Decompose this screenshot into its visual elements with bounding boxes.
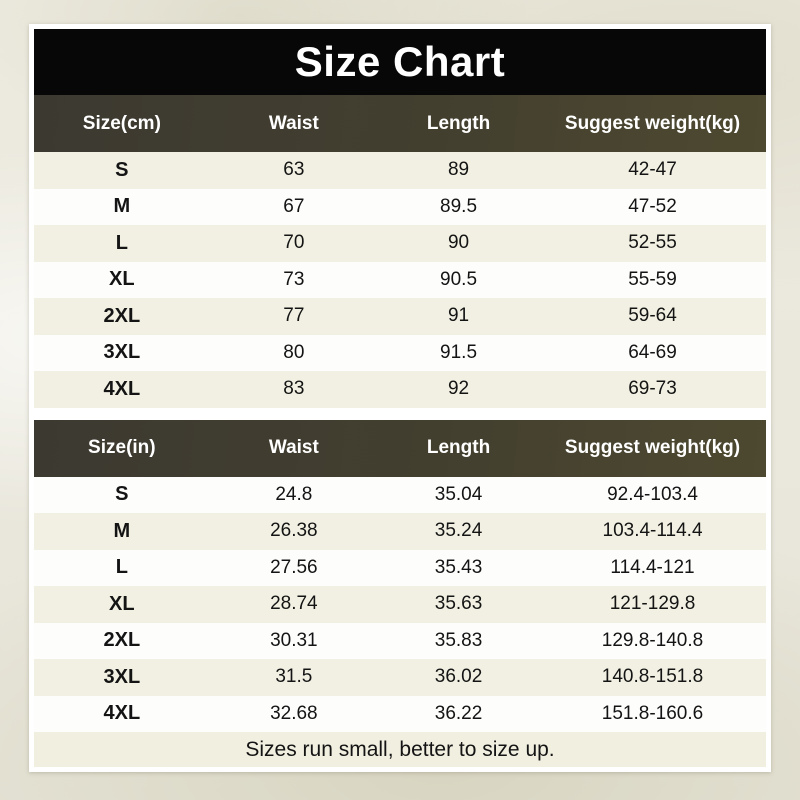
size-cell: 2XL [103, 304, 141, 327]
size-table-cm: Size(cm) Waist Length Suggest weight(kg) S 63… [34, 95, 766, 408]
header-cell: Waist [268, 437, 319, 458]
table-row: XL 73 90.5 55-59 [34, 261, 766, 298]
value-cell: 32.68 [270, 702, 318, 724]
table-row: XL 28.74 35.63 121-129.8 [34, 586, 766, 623]
size-cell: 2XL [103, 629, 141, 652]
value-cell: 91 [447, 305, 470, 327]
value-cell: 90.5 [440, 268, 478, 290]
size-cell: 3XL [103, 341, 141, 364]
value-cell: 36.22 [434, 702, 483, 724]
value-cell: 55-59 [628, 268, 677, 290]
table-row: S 63 89 42-47 [34, 152, 766, 189]
value-cell: 92.4-103.4 [607, 483, 698, 505]
size-cell: XL [109, 592, 135, 615]
header-cell: Suggest weight(kg) [564, 437, 741, 458]
value-cell: 151.8-160.6 [601, 702, 704, 724]
table-row: M 67 89.5 47-52 [34, 188, 766, 225]
table-row: 2XL 30.31 35.83 129.8-140.8 [34, 622, 766, 659]
table-row: L 27.56 35.43 114.4-121 [34, 549, 766, 586]
page-title: Size Chart [294, 38, 506, 85]
header-cell: Size(in) [88, 437, 156, 458]
size-cell: 4XL [103, 377, 141, 400]
value-cell: 77 [283, 305, 305, 327]
value-cell: 35.04 [434, 483, 483, 505]
table-row: L 70 90 52-55 [34, 225, 766, 262]
value-cell: 67 [283, 195, 305, 217]
value-cell: 91.5 [440, 341, 478, 363]
header-cell: Suggest weight(kg) [564, 112, 741, 134]
value-cell: 92 [447, 378, 470, 400]
header-cell: Length [426, 437, 491, 458]
value-cell: 35.43 [434, 556, 483, 578]
value-cell: 129.8-140.8 [601, 629, 704, 651]
value-cell: 28.74 [270, 593, 318, 615]
table-row: 4XL 32.68 36.22 151.8-160.6 [34, 695, 766, 732]
table-row: 3XL 31.5 36.02 140.8-151.8 [34, 659, 766, 696]
size-cell: M [113, 195, 131, 218]
value-cell: 70 [283, 232, 305, 254]
value-cell: 47-52 [628, 195, 677, 217]
table-row: 2XL 77 91 59-64 [34, 298, 766, 335]
value-cell: 27.56 [270, 556, 318, 578]
header-cell: Length [426, 112, 491, 134]
value-cell: 80 [283, 341, 305, 363]
value-cell: 69-73 [628, 378, 677, 400]
value-cell: 73 [283, 268, 305, 290]
title-bar: Size Chart [34, 29, 766, 95]
value-cell: 59-64 [628, 305, 677, 327]
value-cell: 30.31 [270, 629, 318, 651]
value-cell: 26.38 [270, 520, 318, 542]
table-header-row: Size(cm) Waist Length Suggest weight(kg) [34, 95, 766, 152]
table-row: 3XL 80 91.5 64-69 [34, 334, 766, 371]
size-cell: 3XL [103, 665, 141, 688]
value-cell: 52-55 [628, 232, 677, 254]
value-cell: 42-47 [628, 159, 677, 181]
table-gap [34, 407, 766, 420]
table-row: 4XL 83 92 69-73 [34, 371, 766, 408]
value-cell: 83 [283, 378, 305, 400]
value-cell: 64-69 [628, 341, 677, 363]
value-cell: 35.63 [434, 593, 483, 615]
value-cell: 24.8 [275, 483, 313, 505]
size-cell: XL [109, 268, 135, 291]
value-cell: 63 [283, 159, 305, 181]
value-cell: 121-129.8 [609, 593, 696, 615]
size-cell: S [115, 483, 129, 506]
value-cell: 35.83 [434, 629, 483, 651]
size-chart-card: Size Chart Size(cm) Waist Length Suggest we… [29, 24, 771, 772]
table-row: M 26.38 35.24 103.4-114.4 [34, 513, 766, 550]
table-row: S 24.8 35.04 92.4-103.4 [34, 476, 766, 513]
value-cell: 103.4-114.4 [602, 520, 703, 542]
footer-note: Sizes run small, better to size up. [34, 732, 766, 767]
value-cell: 114.4-121 [610, 556, 695, 578]
header-cell: Size(cm) [82, 112, 161, 134]
value-cell: 89.5 [440, 195, 478, 217]
value-cell: 36.02 [434, 666, 483, 688]
size-cell: M [113, 519, 131, 542]
header-cell: Waist [268, 112, 319, 134]
value-cell: 35.24 [434, 520, 483, 542]
table-header-row: Size(in) Waist Length Suggest weight(kg) [34, 419, 766, 477]
size-cell: L [115, 231, 128, 254]
size-cell: L [115, 556, 128, 579]
value-cell: 89 [447, 159, 470, 181]
value-cell: 140.8-151.8 [601, 666, 704, 688]
size-cell: 4XL [103, 702, 141, 725]
value-cell: 90 [447, 232, 470, 254]
size-table-in: Size(in) Waist Length Suggest weight(kg) S 24… [34, 419, 766, 732]
size-cell: S [115, 158, 129, 181]
value-cell: 31.5 [275, 666, 313, 688]
